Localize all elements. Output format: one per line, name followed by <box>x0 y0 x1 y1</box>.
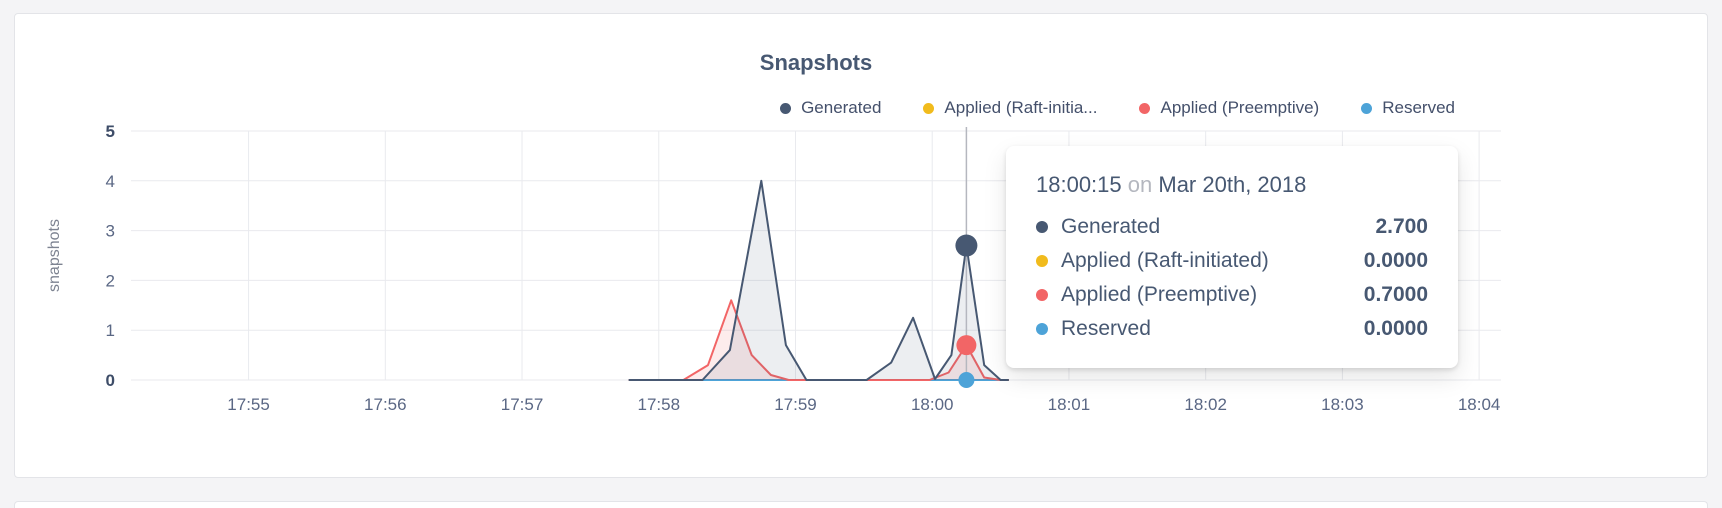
tooltip-dot-reserved-icon <box>1036 323 1048 335</box>
y-tick-label: 0 <box>106 371 115 390</box>
x-tick-label: 18:00 <box>911 395 954 414</box>
tooltip-dot-raft-initiated-icon <box>1036 255 1048 267</box>
tooltip-row-applied-preemptive: Applied (Preemptive) 0.7000 <box>1036 278 1428 312</box>
legend-item-generated[interactable]: Generated <box>780 98 881 118</box>
hover-dot-generated <box>955 234 978 257</box>
y-tick-label: 5 <box>106 122 115 141</box>
series-line-generated <box>628 179 1009 381</box>
tooltip-value-applied-raft-initiated: 0.0000 <box>1363 249 1428 272</box>
x-tick-label: 17:58 <box>637 395 680 414</box>
tooltip-dot-preemptive-icon <box>1036 289 1048 301</box>
tooltip-row-applied-raft-initiated: Applied (Raft-initiated) 0.0000 <box>1036 244 1428 278</box>
snapshots-chart-plot[interactable]: 0 1 2 3 4 5 17:55 17:56 17:57 17:58 17:59 18:00 18:0… <box>15 14 1707 477</box>
legend-swatch-preemptive-icon <box>1139 102 1151 114</box>
legend-label-applied-raft-initiated: Applied (Raft-initia... <box>944 98 1098 117</box>
hover-dot-applied-preemptive <box>956 335 977 356</box>
legend-item-applied-preemptive[interactable]: Applied (Preemptive) <box>1139 98 1319 118</box>
y-axis-label: snapshots <box>46 219 63 292</box>
tooltip-time: 18:00:15 <box>1036 172 1122 197</box>
x-tick-label: 18:01 <box>1048 395 1091 414</box>
tooltip-row-generated: Generated 2.700 <box>1036 210 1428 244</box>
tooltip-label-generated: Generated <box>1061 215 1161 238</box>
snapshots-chart-card: Snapshots Generated Applied (Raft-initia… <box>14 13 1708 478</box>
x-tick-label: 18:02 <box>1184 395 1227 414</box>
legend-swatch-generated-icon <box>780 102 792 114</box>
hover-dot-reserved <box>958 372 975 388</box>
y-tick-label: 4 <box>106 172 115 191</box>
x-tick-label: 18:03 <box>1321 395 1364 414</box>
tooltip-value-applied-preemptive: 0.7000 <box>1363 283 1428 306</box>
tooltip-label-applied-raft-initiated: Applied (Raft-initiated) <box>1061 249 1269 272</box>
chart-legend: Generated Applied (Raft-initia... Applie… <box>780 98 1455 118</box>
y-tick-label: 2 <box>106 271 115 290</box>
x-tick-label: 17:57 <box>501 395 544 414</box>
x-tick-label: 17:55 <box>227 395 270 414</box>
legend-label-reserved: Reserved <box>1382 98 1455 117</box>
tooltip-value-generated: 2.700 <box>1375 215 1428 238</box>
next-card-top-edge <box>14 501 1708 508</box>
series-area-applied-preemptive <box>628 300 1009 380</box>
legend-label-applied-preemptive: Applied (Preemptive) <box>1160 98 1320 117</box>
legend-swatch-reserved-icon <box>1361 102 1373 114</box>
tooltip-conjunction: on <box>1127 172 1153 197</box>
y-tick-label: 1 <box>106 321 115 340</box>
legend-swatch-raft-initiated-icon <box>923 102 935 114</box>
legend-label-generated: Generated <box>801 98 882 117</box>
series-area-generated <box>628 180 1009 380</box>
x-tick-label: 17:56 <box>364 395 407 414</box>
y-tick-label: 3 <box>106 222 115 241</box>
x-tick-label: 17:59 <box>774 395 817 414</box>
tooltip-row-reserved: Reserved 0.0000 <box>1036 312 1428 346</box>
chart-tooltip: 18:00:15 on Mar 20th, 2018 Generated 2.7… <box>1006 146 1458 368</box>
tooltip-dot-generated-icon <box>1036 221 1048 233</box>
tooltip-date: Mar 20th, 2018 <box>1158 172 1307 197</box>
tooltip-label-applied-preemptive: Applied (Preemptive) <box>1061 283 1258 306</box>
x-tick-label: 18:04 <box>1458 395 1501 414</box>
legend-item-reserved[interactable]: Reserved <box>1361 98 1455 118</box>
chart-title: Snapshots <box>759 50 873 75</box>
tooltip-value-reserved: 0.0000 <box>1363 317 1428 340</box>
series-line-applied-preemptive <box>628 299 1009 381</box>
legend-item-applied-raft-initiated[interactable]: Applied (Raft-initia... <box>923 98 1097 118</box>
tooltip-label-reserved: Reserved <box>1061 317 1151 340</box>
tooltip-timestamp: 18:00:15 on Mar 20th, 2018 <box>1036 172 1428 198</box>
